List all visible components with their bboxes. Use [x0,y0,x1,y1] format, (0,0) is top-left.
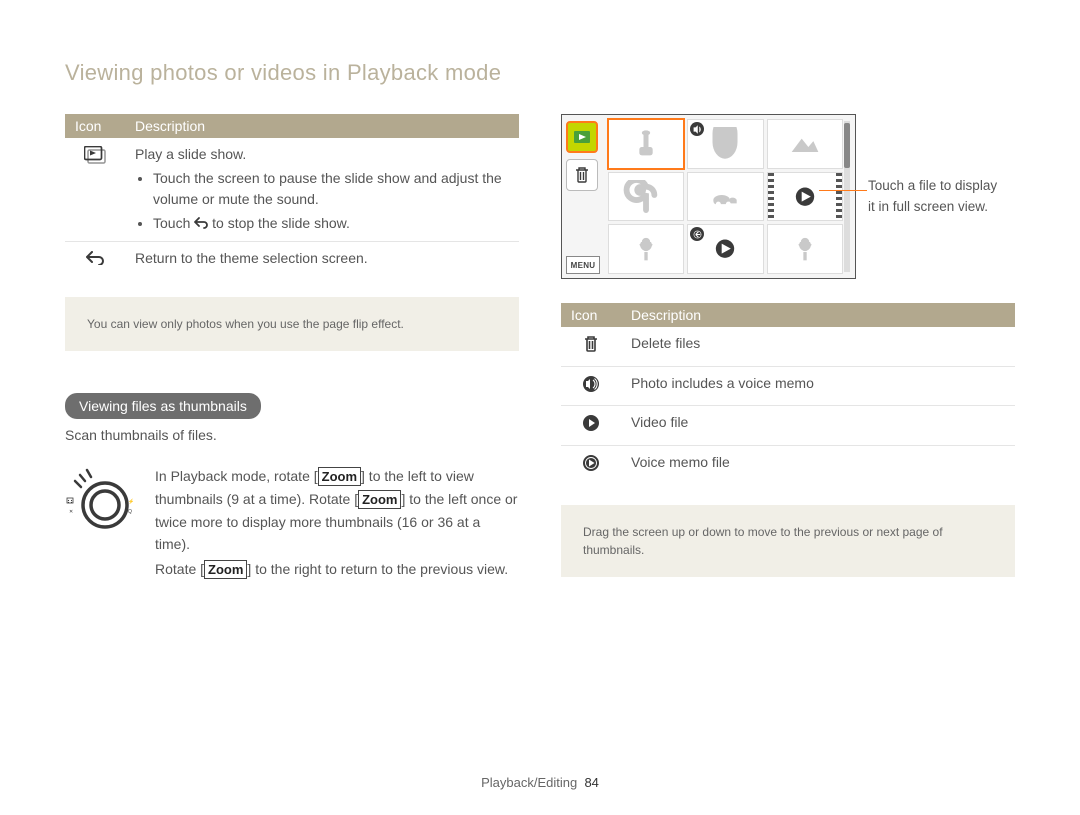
right-column: MENU [561,114,1015,581]
svg-text:Q: Q [128,509,132,515]
slideshow-icon [84,151,106,167]
svg-text:⚡: ⚡ [128,498,134,505]
table2-header-desc: Description [621,303,1015,327]
thumbnail-screen: MENU [561,114,856,279]
note-box-2: Drag the screen up or down to move to th… [561,505,1015,577]
screenshot-callout-label: Touch a file to display it in full scree… [868,176,1015,217]
zoom-label-3: Zoom [204,560,247,579]
page-title: Viewing photos or videos in Playback mod… [65,60,1015,86]
svg-text:✕: ✕ [69,509,73,515]
voice-file-icon [582,459,600,475]
sl2: it in full screen view. [868,199,988,214]
thumbnail-grid [604,119,851,274]
zt-2a: Rotate [ [155,561,204,577]
row1-title: Play a slide show. [135,146,246,162]
film-edge-icon [836,173,842,221]
thumbnail-cell[interactable] [687,224,763,274]
table1-header-desc: Description [125,114,519,138]
thumbnail-cell[interactable] [608,172,684,222]
row1-b2b: to stop the slide show. [208,215,350,231]
table-row: Video file [561,406,1015,446]
table2-r2: Photo includes a voice memo [621,366,1015,406]
left-column: Icon Description [65,114,519,581]
zoom-instruction-block: ✕ ⚡ Q In Playback mode, rotate [Zoom] to… [65,465,519,580]
thumbnail-cell[interactable] [767,119,843,169]
callout-leader-line [819,190,867,191]
page-footer: Playback/Editing 84 [0,775,1080,790]
two-column-layout: Icon Description [65,114,1015,581]
row1-b1a: Touch the screen to pause the slide show… [153,170,437,186]
thumbnail-cell[interactable] [767,172,843,222]
back-icon-inline [194,217,208,229]
thumb-sidebar: MENU [566,119,604,274]
row2-desc: Return to the theme selection screen. [125,241,519,277]
thumbnail-cell[interactable] [687,119,763,169]
thumb-menu-button[interactable]: MENU [566,256,600,274]
thumb-play-button[interactable] [566,121,598,153]
thumbnail-screenshot-wrap: MENU [561,114,1015,279]
back-icon [86,252,104,268]
table2-r1: Delete files [621,327,1015,366]
table-row: Play a slide show. Touch the screen to p… [65,138,519,241]
row1-bullet1: Touch the screen to pause the slide show… [153,168,509,211]
table2-r3: Video file [621,406,1015,446]
table-row: Voice memo file [561,446,1015,485]
zoom-label-2: Zoom [358,490,401,509]
film-edge-icon [768,173,774,221]
thumb-delete-button[interactable] [566,159,598,191]
thumbnail-cell[interactable] [687,172,763,222]
note-box-1: You can view only photos when you use th… [65,297,519,351]
section-subtitle: Scan thumbnails of files. [65,427,519,443]
row1-bullet2: Touch to stop the slide show. [153,213,509,235]
thumbnail-cell[interactable] [767,224,843,274]
footer-page-number: 84 [584,775,598,790]
voice-memo-icon [582,380,600,396]
icon-table-1: Icon Description [65,114,519,277]
thumbnail-scrollbar[interactable] [844,121,850,272]
sl1: Touch a file to display [868,178,997,193]
zoom-instruction-text: In Playback mode, rotate [Zoom] to the l… [155,465,519,580]
table-row: Photo includes a voice memo [561,366,1015,406]
thumbnail-cell[interactable] [608,224,684,274]
video-file-icon [582,419,600,435]
thumbnail-cell[interactable] [608,119,684,169]
footer-section-label: Playback/Editing [481,775,577,790]
zoom-label-1: Zoom [318,467,361,486]
table1-header-icon: Icon [65,114,125,138]
zt-2b: ] to the right to return to the previous… [247,561,508,577]
section-heading-pill: Viewing files as thumbnails [65,393,261,419]
icon-table-2: Icon Description Delete files Photo incl… [561,303,1015,485]
trash-icon [583,340,599,356]
zt-a: In Playback mode, rotate [ [155,468,318,484]
zoom-dial-icon: ✕ ⚡ Q [65,465,135,540]
table2-header-icon: Icon [561,303,621,327]
table2-r4: Voice memo file [621,446,1015,485]
table-row: Delete files [561,327,1015,366]
row1-b2a: Touch [153,215,194,231]
table-row: Return to the theme selection screen. [65,241,519,277]
